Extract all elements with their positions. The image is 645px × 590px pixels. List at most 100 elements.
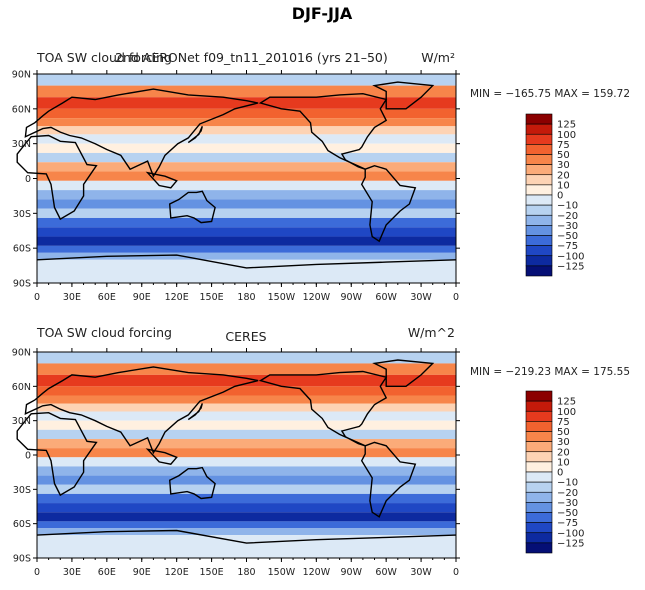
panel-model-colorbar-swatch	[525, 123, 553, 135]
panel-model-lat-band	[37, 227, 456, 237]
panel-ceres-coastline	[360, 441, 417, 518]
panel-ceres-lat-band	[37, 352, 456, 364]
panel-ceres-coastline	[187, 403, 203, 421]
panel-model-coastline	[187, 126, 203, 144]
panel-model: TOA SW cloud forcing 2nd AERONet f09_tn1…	[12, 50, 630, 303]
panel-ceres-colorbar-label: −30	[557, 498, 578, 509]
panel-model-colorbar-label: −30	[557, 221, 578, 232]
panel-model-colorbar-swatch	[525, 113, 553, 125]
panel-model-xtick-label: 60E	[98, 292, 116, 303]
panel-model-colorbar-swatch	[525, 174, 553, 186]
panel-model-coastline	[24, 88, 259, 178]
panel-model-coastline	[168, 190, 216, 224]
panel-model-lat-band	[37, 118, 456, 127]
panel-ceres-colorbar-label: −75	[557, 518, 578, 529]
panel-model-ytick-label: 90S	[13, 279, 31, 290]
panel-model-ytick-label: 30N	[12, 139, 31, 150]
panel-ceres-colorbar-label: −50	[557, 508, 578, 519]
panel-ceres-colorbar-swatch	[525, 491, 553, 503]
panel-model-lat-band	[37, 126, 456, 135]
panel-ceres-lat-band	[37, 420, 456, 430]
panel-ceres: TOA SW cloud forcing CERES W/m^2 MIN = −…	[12, 325, 630, 578]
panel-ceres-colorbar-swatch	[525, 451, 553, 463]
panel-model-colorbar-label: −20	[557, 211, 578, 222]
panel-ceres-colorbar-swatch	[525, 400, 553, 412]
panel-ceres-colorbar-swatch	[525, 441, 553, 453]
panel-ceres-colorbar-swatch	[525, 542, 553, 554]
panel-ceres-colorbar-label: −125	[557, 538, 584, 549]
panel-model-lat-band	[37, 85, 456, 98]
panel-ceres-ytick-label: 90N	[12, 348, 31, 359]
panel-ceres-xtick-label: 0	[34, 567, 40, 578]
panel-ceres-colorbar-label: 50	[557, 427, 570, 438]
panel-ceres-xtick-label: 180	[237, 567, 255, 578]
panel-model-colorbar-label: −100	[557, 251, 584, 262]
panel-ceres-ytick-label: 30S	[13, 485, 31, 496]
panel-ceres-lat-band	[37, 438, 456, 449]
panel-model-coastline	[145, 171, 178, 189]
panel-ceres-map	[16, 351, 457, 559]
panel-model-colorbar-swatch	[525, 204, 553, 216]
panel-ceres-lat-band	[37, 493, 456, 504]
panel-model-colorbar-swatch	[525, 164, 553, 176]
panel-ceres-xtick-label: 150E	[200, 567, 224, 578]
panel-model-colorbar-label: −50	[557, 231, 578, 242]
panel-ceres-lat-band	[37, 411, 456, 421]
panel-model-ytick-label: 30S	[13, 209, 31, 220]
panel-model-lat-band	[37, 171, 456, 181]
panel-model-colorbar-label: −10	[557, 201, 578, 212]
panel-ceres-lat-band	[37, 403, 456, 412]
panel-ceres-colorbar-label: 100	[557, 407, 576, 418]
panel-ceres-colorbar-swatch	[525, 502, 553, 513]
panel-ceres-lat-band	[37, 466, 456, 476]
panel-ceres-xtick-label: 120W	[303, 567, 331, 578]
panel-ceres-stats: MIN = −219.23 MAX = 175.55	[470, 366, 630, 378]
panel-model-colorbar-label: 125	[557, 120, 576, 131]
panel-model-lat-band	[37, 74, 456, 86]
panel-model-colorbar-swatch	[525, 255, 553, 267]
panel-model-colorbar-label: 30	[557, 160, 570, 171]
panel-ceres-lat-band	[37, 374, 456, 387]
panel-ceres-colorbar-swatch	[525, 471, 553, 483]
panel-ceres-colorbar-swatch	[525, 481, 553, 493]
panel-ceres-colorbar-label: 75	[557, 417, 570, 428]
panel-ceres-xtick-label: 60W	[375, 567, 397, 578]
panel-model-lat-band	[37, 199, 456, 209]
panel-ceres-ytick-label: 0	[25, 451, 31, 462]
panel-ceres-lat-band	[37, 512, 456, 522]
panel-model-xtick-label: 120W	[303, 292, 331, 303]
panel-model-lat-band	[37, 108, 456, 119]
panel-model-coastline	[372, 81, 435, 110]
panel-ceres-colorbar-label: 30	[557, 437, 570, 448]
panel-ceres-lat-band	[37, 448, 456, 458]
panel-model-colorbar-label: −75	[557, 241, 578, 252]
panel-ceres-lat-band	[37, 528, 456, 536]
panel-model-colorbar-label: 10	[557, 180, 570, 191]
panel-model-colorbar-label: 100	[557, 130, 576, 141]
panel-model-colorbar-swatch	[525, 184, 553, 196]
panel-ceres-colorbar-label: −10	[557, 478, 578, 489]
panel-model-coastline	[360, 164, 417, 243]
panel-ceres-ytick-label: 90S	[13, 554, 31, 565]
panel-model-xtick-label: 90E	[133, 292, 151, 303]
panel-model-xtick-label: 150E	[200, 292, 224, 303]
panel-model-lat-band	[37, 217, 456, 228]
panel-ceres-xtick-label: 60E	[98, 567, 116, 578]
panel-ceres-colorbar-swatch	[525, 421, 553, 432]
panel-ceres-colorbar-swatch	[525, 390, 553, 402]
panel-ceres-colorbar-label: 10	[557, 457, 570, 468]
panel-model-xtick-label: 60W	[375, 292, 397, 303]
panel-model-colorbar-swatch	[525, 154, 553, 165]
panel-ceres-colorbar-label: −20	[557, 488, 578, 499]
panel-model-xtick-label: 90W	[341, 292, 363, 303]
panel-model-lat-band	[37, 134, 456, 144]
panel-model-coastline	[36, 254, 457, 269]
panel-ceres-lat-band	[37, 521, 456, 529]
panel-model-xtick-label: 180	[237, 292, 255, 303]
panel-model-lat-band	[37, 236, 456, 246]
panel-model-colorbar-swatch	[525, 194, 553, 206]
panel-model-lat-band	[37, 152, 456, 163]
panel-model-lat-band	[37, 162, 456, 172]
panel-model-lat-band	[37, 252, 456, 260]
